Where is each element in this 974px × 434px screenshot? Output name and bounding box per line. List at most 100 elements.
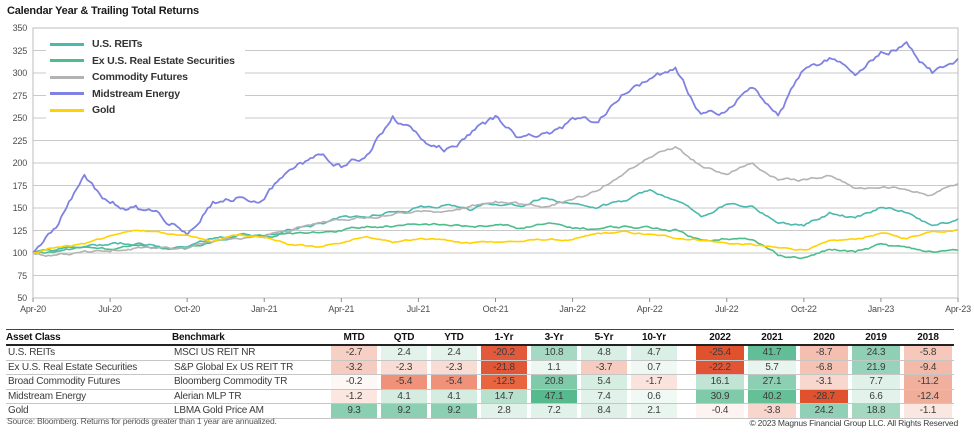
value-cell: 4.1: [379, 389, 429, 403]
y-axis-label: 175: [12, 180, 28, 191]
value-cell: -1.1: [902, 404, 954, 418]
value-cell: 30.9: [694, 389, 746, 403]
y-axis-label: 250: [12, 113, 28, 123]
heatmap-value: 16.1: [696, 375, 744, 389]
value-cell: -3.8: [746, 404, 798, 418]
heatmap-value: -1.2: [331, 389, 377, 403]
value-cell: -8.7: [798, 346, 850, 360]
y-axis-label: 350: [12, 23, 28, 33]
x-axis-label: Oct-21: [482, 304, 509, 314]
value-cell: 5.4: [579, 375, 629, 389]
x-axis-label: Jan-21: [251, 304, 278, 314]
x-axis-label: Apr-21: [328, 304, 355, 314]
legend-line-swatch: [50, 59, 84, 63]
value-cell: -25.4: [694, 346, 746, 360]
value-cell: -2.3: [429, 360, 479, 374]
value-cell: 7.7: [850, 375, 902, 389]
heatmap-value: 24.2: [800, 404, 848, 418]
legend-line-swatch: [50, 92, 84, 96]
benchmark-cell: Bloomberg Commodity TR: [174, 376, 288, 387]
heatmap-value: 10.8: [531, 346, 577, 360]
x-axis-label: Jul-21: [406, 304, 431, 314]
heatmap-value: -28.7: [800, 389, 848, 403]
y-axis-label: 150: [12, 203, 28, 213]
table-header-row: Asset Class Benchmark MTD QTD YTD 1-Yr 3-Yr 5-Y…: [6, 329, 954, 346]
heatmap-value: 2.1: [631, 404, 677, 418]
heatmap-value: 4.7: [631, 346, 677, 360]
chart-legend: U.S. REITs Ex U.S. Real Estate Securities…: [46, 34, 245, 121]
heatmap-value: 7.2: [531, 404, 577, 418]
column-header: Asset Class: [6, 331, 61, 343]
value-cell: -5.4: [429, 375, 479, 389]
heatmap-value: -2.3: [381, 360, 427, 374]
column-header: MTD: [343, 331, 365, 343]
column-header: 5-Yr: [594, 331, 614, 343]
value-cell: -22.2: [694, 360, 746, 374]
legend-line-swatch: [50, 75, 84, 79]
heatmap-value: 7.7: [852, 375, 900, 389]
y-axis-label: 200: [12, 158, 28, 168]
value-cell: 4.7: [629, 346, 679, 360]
value-cell: 2.4: [429, 346, 479, 360]
heatmap-value: 21.9: [852, 360, 900, 374]
value-cell: 40.2: [746, 389, 798, 403]
value-cell: -21.8: [479, 360, 529, 374]
heatmap-value: -6.8: [800, 360, 848, 374]
value-cell: 9.3: [329, 404, 379, 418]
value-cell: 2.4: [379, 346, 429, 360]
series-line-u-s-reits: [32, 189, 959, 254]
heatmap-value: 9.2: [381, 404, 427, 418]
legend-item: Ex U.S. Real Estate Securities: [50, 53, 235, 70]
x-axis-label: Jan-23: [867, 304, 895, 314]
legend-line-swatch: [50, 42, 84, 46]
y-axis-label: 125: [12, 225, 28, 236]
legend-item: Commodity Futures: [50, 69, 235, 86]
y-axis-label: 275: [12, 90, 28, 101]
value-cell: -6.8: [798, 360, 850, 374]
heatmap-value: -3.2: [331, 360, 377, 374]
value-cell: 8.4: [579, 404, 629, 418]
heatmap-value: -20.2: [481, 346, 527, 360]
heatmap-value: 5.7: [748, 360, 796, 374]
column-header: 2021: [761, 331, 783, 343]
heatmap-value: -11.2: [904, 375, 952, 389]
copyright-note: © 2023 Magnus Financial Group LLC. All R…: [749, 418, 958, 428]
value-cell: -3.7: [579, 360, 629, 374]
value-cell: 24.3: [850, 346, 902, 360]
value-cell: -3.1: [798, 375, 850, 389]
x-axis-label: Apr-22: [636, 304, 663, 314]
value-cell: -5.4: [379, 375, 429, 389]
heatmap-value: 4.1: [381, 389, 427, 403]
heatmap-value: 0.7: [631, 360, 677, 374]
value-cell: 5.7: [746, 360, 798, 374]
value-cell: -3.2: [329, 360, 379, 374]
heatmap-value: 8.4: [581, 404, 627, 418]
heatmap-value: 4.1: [431, 389, 477, 403]
heatmap-value: 5.4: [581, 375, 627, 389]
heatmap-value: -5.4: [431, 375, 477, 389]
value-cell: 14.7: [479, 389, 529, 403]
heatmap-value: 1.1: [531, 360, 577, 374]
x-axis-label: Jul-20: [98, 304, 122, 314]
x-axis-label: Apr-23: [945, 304, 971, 314]
heatmap-value: -3.1: [800, 375, 848, 389]
series-line-gold: [32, 228, 959, 254]
y-axis-label: 75: [17, 270, 27, 281]
x-axis-label: Oct-22: [790, 304, 817, 314]
legend-item: Gold: [50, 102, 235, 119]
value-cell: 47.1: [529, 389, 579, 403]
heatmap-value: -8.7: [800, 346, 848, 360]
value-cell: 21.9: [850, 360, 902, 374]
heatmap-value: -0.2: [331, 375, 377, 389]
value-cell: 16.1: [694, 375, 746, 389]
value-cell: 9.2: [429, 404, 479, 418]
heatmap-value: -5.8: [904, 346, 952, 360]
heatmap-value: -25.4: [696, 346, 744, 360]
heatmap-value: 2.4: [431, 346, 477, 360]
source-note: Source: Bloomberg. Returns for periods g…: [7, 416, 277, 426]
legend-line-swatch: [50, 108, 84, 112]
heatmap-value: 30.9: [696, 389, 744, 403]
x-axis-label: Oct-20: [174, 304, 201, 314]
value-cell: -0.4: [694, 404, 746, 418]
legend-label: Midstream Energy: [92, 87, 180, 100]
